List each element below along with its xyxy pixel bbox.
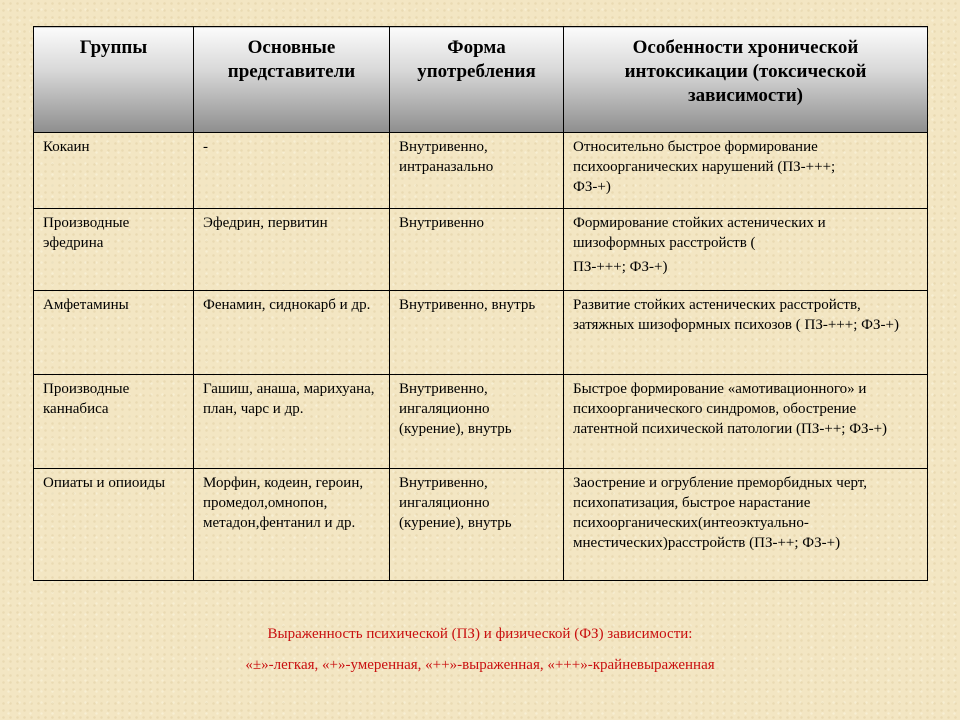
cell-features: Формирование стойких астенических и шизо…: [563, 208, 928, 291]
features-line: ФЗ-+): [573, 179, 611, 195]
cell-group: Производные эфедрина: [33, 208, 194, 291]
drug-table-container: Группы Основные представители Форма упот…: [33, 26, 928, 581]
cell-representatives: Фенамин, сиднокарб и др.: [193, 290, 390, 375]
cell-representatives: Эфедрин, первитин: [193, 208, 390, 291]
cell-group: Опиаты и опиоиды: [33, 468, 194, 581]
cell-form: Внутривенно, ингаляционно (курение), вну…: [389, 468, 564, 581]
cell-representatives: -: [193, 132, 390, 209]
cell-representatives: Гашиш, анаша, марихуана, план, чарс и др…: [193, 374, 390, 469]
cell-form: Внутривенно: [389, 208, 564, 291]
features-line: ПЗ-+++; ФЗ-+): [573, 259, 668, 275]
cell-features: Развитие стойких астенических расстройст…: [563, 290, 928, 375]
features-line: Относительно быстрое формирование психоо…: [573, 139, 836, 175]
footnote-title: Выраженность психической (ПЗ) и физическ…: [267, 626, 693, 642]
cell-group: Производные каннабиса: [33, 374, 194, 469]
cell-features: Заострение и огрубление преморбидных чер…: [563, 468, 928, 581]
header-representatives: Основные представители: [193, 26, 390, 133]
features-line: Формирование стойких астенических и шизо…: [573, 215, 826, 251]
cell-group: Амфетамины: [33, 290, 194, 375]
table-row: Кокаин - Внутривенно, интраназально Отно…: [33, 132, 928, 209]
header-groups: Группы: [33, 26, 194, 133]
cell-form: Внутривенно, ингаляционно (курение), вну…: [389, 374, 564, 469]
table-row: Опиаты и опиоиды Морфин, кодеин, героин,…: [33, 468, 928, 581]
cell-form: Внутривенно, интраназально: [389, 132, 564, 209]
cell-representatives: Морфин, кодеин, героин, промедол,омнопон…: [193, 468, 390, 581]
features-line: Заострение и огрубление преморбидных чер…: [573, 475, 867, 551]
cell-features: Быстрое формирование «амотивационного» и…: [563, 374, 928, 469]
features-line: Развитие стойких астенических расстройст…: [573, 297, 899, 333]
footnote-legend: «±»-легкая, «+»-умеренная, «++»-выраженн…: [245, 657, 715, 673]
cell-form: Внутривенно, внутрь: [389, 290, 564, 375]
table-row: Производные каннабиса Гашиш, анаша, мари…: [33, 374, 928, 469]
table-header-row: Группы Основные представители Форма упот…: [33, 26, 928, 133]
header-form: Форма употребления: [389, 26, 564, 133]
table-row: Производные эфедрина Эфедрин, первитин В…: [33, 208, 928, 291]
drug-table: Группы Основные представители Форма упот…: [33, 26, 928, 581]
table-row: Амфетамины Фенамин, сиднокарб и др. Внут…: [33, 290, 928, 375]
cell-features: Относительно быстрое формирование психоо…: [563, 132, 928, 209]
header-features: Особенности хронической интоксикации (то…: [563, 26, 928, 133]
cell-group: Кокаин: [33, 132, 194, 209]
features-line: Быстрое формирование «амотивационного» и…: [573, 381, 888, 437]
